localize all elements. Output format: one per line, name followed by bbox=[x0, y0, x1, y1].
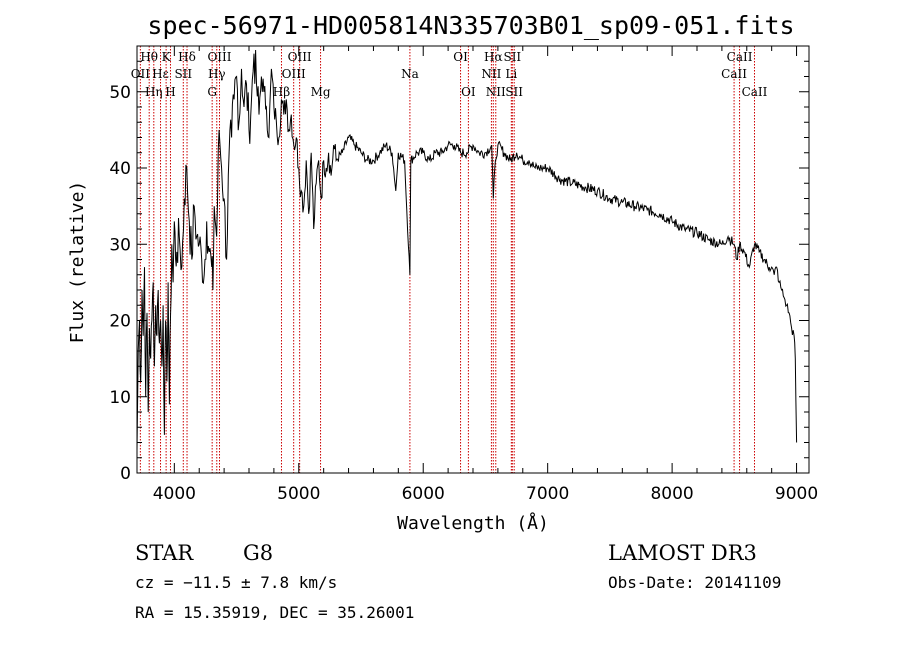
y-tick-label: 50 bbox=[109, 83, 131, 103]
spectral-line-label: Hα bbox=[484, 50, 503, 64]
spectral-line-label: OIII bbox=[207, 50, 231, 64]
spectral-line-label: CaII bbox=[742, 85, 768, 99]
spectral-line-label: Li bbox=[505, 67, 517, 81]
spectral-line-label: Hη bbox=[145, 85, 163, 99]
axis-ticks: 4000 5000 6000 7000 8000 9000 0 10 20 30 40 50 bbox=[109, 46, 818, 504]
spectral-line-label: SII bbox=[505, 85, 523, 99]
spectral-line-label: G bbox=[207, 85, 217, 99]
spectrum-trace bbox=[136, 49, 798, 451]
x-tick-label: 6000 bbox=[402, 484, 445, 504]
spectral-line-label: Hθ bbox=[140, 50, 158, 64]
spectral-line-label: OI bbox=[453, 50, 468, 64]
spectral-line-label: H bbox=[165, 85, 175, 99]
y-tick-label: 40 bbox=[109, 159, 131, 179]
spectral-line-label: NII bbox=[486, 85, 506, 99]
spectral-line-label: Hε bbox=[152, 67, 169, 81]
y-tick-label: 30 bbox=[109, 235, 131, 255]
spectral-line-labels: Hθ OII Hη Hε K H Hδ SII OIII Hγ G Hβ OIII OIII Mg Na OI O… bbox=[131, 50, 768, 99]
spectral-line-label: Hγ bbox=[208, 67, 226, 81]
x-tick-label: 9000 bbox=[775, 484, 818, 504]
chart-title: spec-56971-HD005814N335703B01_sp09-051.f… bbox=[147, 11, 794, 40]
spectral-line-label: CaII bbox=[727, 50, 753, 64]
spectral-line-label: OI bbox=[461, 85, 476, 99]
spectral-line-label: SII bbox=[503, 50, 521, 64]
spectral-line-label: OIII bbox=[282, 67, 306, 81]
x-tick-label: 5000 bbox=[277, 484, 320, 504]
y-tick-label: 20 bbox=[109, 312, 131, 332]
spectral-line-label: OIII bbox=[288, 50, 312, 64]
spectral-line-label: SII bbox=[174, 67, 192, 81]
subclass: G8 bbox=[243, 541, 273, 565]
y-tick-label: 0 bbox=[120, 464, 131, 484]
redshift-cz: cz = −11.5 ± 7.8 km/s bbox=[135, 573, 337, 592]
spectral-line-label: K bbox=[162, 50, 172, 64]
plot-frame bbox=[136, 45, 810, 474]
spectral-line-label: Mg bbox=[311, 85, 331, 99]
spectral-line-label: CaII bbox=[721, 67, 747, 81]
spectral-line-label: Hδ bbox=[178, 50, 196, 64]
spectral-line-label: Na bbox=[401, 67, 419, 81]
x-axis-label: Wavelength (Å) bbox=[397, 512, 549, 534]
spectral-line-label: NII bbox=[481, 67, 501, 81]
object-class: STAR bbox=[135, 541, 194, 565]
y-tick-label: 10 bbox=[109, 388, 131, 408]
y-axis-label: Flux (relative) bbox=[67, 181, 88, 344]
spectral-line-label: Hβ bbox=[273, 85, 290, 99]
x-tick-label: 4000 bbox=[153, 484, 196, 504]
spectral-line-label: OII bbox=[131, 67, 151, 81]
x-tick-label: 8000 bbox=[650, 484, 693, 504]
observation-date: Obs-Date: 20141109 bbox=[608, 573, 781, 592]
x-tick-label: 7000 bbox=[526, 484, 569, 504]
survey-name: LAMOST DR3 bbox=[608, 541, 757, 565]
coordinates: RA = 15.35919, DEC = 35.26001 bbox=[135, 603, 414, 622]
